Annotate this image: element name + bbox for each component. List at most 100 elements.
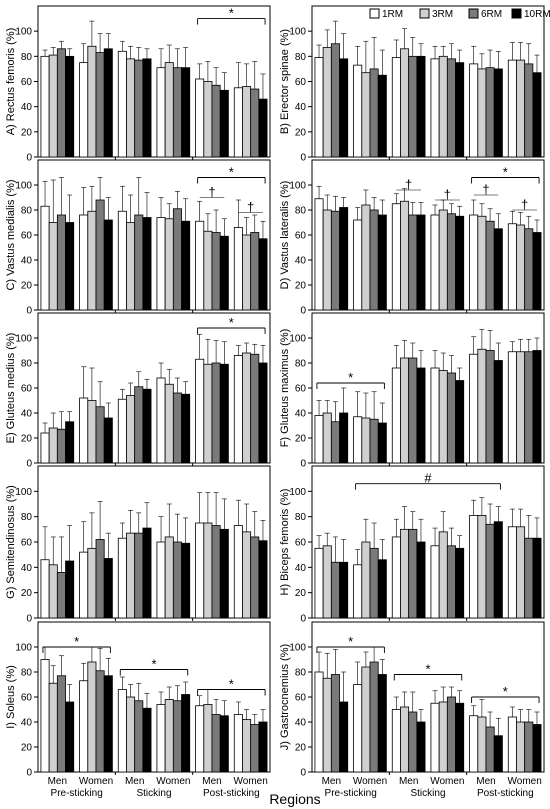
- bar-H-4-3: [493, 521, 503, 619]
- y-tick-label: 100: [15, 334, 32, 345]
- bar-G-3-0: [156, 541, 166, 619]
- y-tick-label: 60: [21, 77, 33, 88]
- bar-I-2-1: [126, 696, 136, 773]
- bar-D-3-0: [430, 214, 440, 311]
- bar-I-1-3: [103, 675, 113, 773]
- bar-A-4-2: [211, 84, 221, 158]
- bar-J-1-3: [377, 674, 387, 773]
- y-tick-label: 100: [15, 27, 32, 38]
- legend-label-6RM: 6RM: [481, 9, 502, 20]
- x-group-label: Men: [125, 776, 144, 787]
- y-tick-label: 60: [21, 384, 33, 395]
- annotation-symbol: *: [425, 662, 430, 677]
- bar-I-2-3: [142, 707, 152, 773]
- bar-F-4-2: [485, 350, 495, 464]
- bar-F-2-1: [400, 357, 410, 464]
- y-tick-label: 40: [295, 256, 307, 267]
- legend-swatch-6RM: [468, 8, 479, 19]
- bar-C-0-0: [40, 205, 50, 311]
- bar-J-0-2: [330, 674, 340, 773]
- bar-G-2-3: [142, 527, 152, 619]
- bar-J-2-1: [400, 706, 410, 773]
- bar-E-5-0: [233, 355, 243, 464]
- x-group-label: Men: [202, 776, 221, 787]
- bar-H-2-2: [408, 528, 418, 619]
- bar-H-1-3: [377, 559, 387, 619]
- annotation-dagger: †: [521, 197, 528, 212]
- bar-C-2-1: [126, 222, 136, 311]
- bar-G-5-1: [242, 531, 252, 619]
- bar-J-5-0: [507, 716, 517, 773]
- bar-G-5-3: [258, 540, 268, 619]
- bar-F-0-0: [314, 415, 324, 464]
- y-tick-label: 80: [21, 512, 33, 523]
- y-tick-label: 40: [21, 718, 33, 729]
- bar-J-3-0: [430, 702, 440, 773]
- bar-B-4-1: [477, 68, 487, 158]
- bar-F-2-2: [408, 357, 418, 464]
- y-tick-label: 20: [295, 127, 307, 138]
- bar-H-3-3: [455, 547, 465, 619]
- bar-D-1-1: [361, 204, 371, 311]
- bar-B-0-1: [322, 47, 332, 158]
- bar-A-5-0: [233, 87, 243, 158]
- y-tick-label: 100: [289, 487, 306, 498]
- bar-D-2-1: [400, 200, 410, 311]
- y-tick-label: 60: [295, 231, 307, 242]
- bar-D-2-2: [408, 214, 418, 311]
- bar-C-0-3: [65, 222, 75, 311]
- annotation-symbol: #: [424, 471, 432, 486]
- x-region-label: Pre-sticking: [51, 788, 103, 799]
- annotation-dagger: †: [444, 187, 451, 202]
- bar-C-5-3: [258, 238, 268, 311]
- bar-J-5-3: [532, 724, 542, 773]
- bar-A-2-3: [142, 58, 152, 158]
- y-tick-label: 20: [295, 588, 307, 599]
- bar-C-1-1: [87, 210, 97, 311]
- bar-E-3-1: [164, 383, 174, 464]
- y-tick-label: 60: [295, 538, 307, 549]
- bar-F-4-1: [477, 348, 487, 464]
- bar-G-4-3: [219, 528, 229, 619]
- bar-F-5-3: [532, 350, 542, 464]
- bar-F-5-0: [507, 351, 517, 464]
- bar-H-4-1: [477, 515, 487, 619]
- y-tick-label: 100: [289, 643, 306, 654]
- bar-J-3-3: [455, 702, 465, 773]
- bar-C-1-0: [79, 214, 89, 311]
- y-axis-label-G: G) Semitendinosus (%): [5, 485, 17, 599]
- bar-E-5-1: [242, 352, 252, 464]
- bar-I-0-0: [40, 659, 50, 773]
- bar-I-0-1: [48, 682, 58, 773]
- bar-D-1-3: [377, 214, 387, 311]
- bar-I-1-2: [95, 670, 105, 773]
- bar-E-3-0: [156, 377, 166, 464]
- bar-H-4-0: [469, 515, 479, 619]
- bar-H-5-2: [524, 537, 534, 619]
- x-group-label: Men: [399, 776, 418, 787]
- bar-C-3-2: [172, 208, 182, 311]
- x-group-label: Women: [430, 776, 464, 787]
- bar-A-3-2: [172, 67, 182, 158]
- bar-G-1-3: [103, 558, 113, 619]
- y-tick-label: 80: [21, 206, 33, 217]
- bar-G-3-1: [164, 536, 174, 619]
- bar-D-0-0: [314, 198, 324, 311]
- bar-E-2-2: [134, 386, 144, 464]
- bar-D-4-0: [469, 214, 479, 311]
- bar-A-4-3: [219, 89, 229, 158]
- bar-F-1-0: [353, 416, 363, 464]
- bar-B-4-0: [469, 63, 479, 158]
- bar-G-3-2: [172, 541, 182, 619]
- y-axis-label-I: I) Soleus (%): [5, 665, 17, 729]
- bar-A-1-2: [95, 52, 105, 158]
- y-axis-label-H: H) Biceps femoris (%): [279, 489, 291, 596]
- y-tick-label: 60: [295, 693, 307, 704]
- y-tick-label: 40: [21, 409, 33, 420]
- y-tick-label: 0: [26, 614, 32, 625]
- bar-C-3-3: [181, 220, 191, 311]
